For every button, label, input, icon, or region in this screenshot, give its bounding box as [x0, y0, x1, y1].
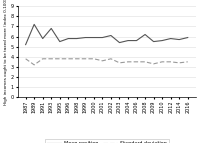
- Mean position: [101, 37, 104, 38]
- Mean position: [161, 40, 163, 41]
- Standard deviation: [169, 61, 172, 63]
- Standard deviation: [76, 58, 78, 60]
- Line: Mean position: Mean position: [26, 24, 188, 45]
- Standard deviation: [67, 58, 69, 60]
- Mean position: [110, 35, 112, 36]
- Standard deviation: [135, 61, 138, 63]
- Standard deviation: [93, 58, 95, 60]
- Standard deviation: [161, 61, 163, 63]
- Mean position: [135, 40, 138, 41]
- Standard deviation: [24, 58, 27, 60]
- Mean position: [42, 38, 44, 39]
- Mean position: [187, 37, 189, 38]
- Standard deviation: [110, 58, 112, 60]
- Mean position: [24, 44, 27, 45]
- Mean position: [152, 41, 155, 42]
- Mean position: [67, 38, 69, 39]
- Mean position: [59, 41, 61, 42]
- Y-axis label: High incomes ought to be taxed more (index 0-100): High incomes ought to be taxed more (ind…: [4, 0, 8, 105]
- Mean position: [118, 42, 121, 43]
- Line: Standard deviation: Standard deviation: [26, 59, 188, 65]
- Standard deviation: [84, 58, 87, 60]
- Standard deviation: [152, 63, 155, 65]
- Standard deviation: [42, 58, 44, 60]
- Mean position: [144, 34, 146, 35]
- Mean position: [169, 38, 172, 39]
- Mean position: [76, 38, 78, 39]
- Mean position: [127, 40, 129, 41]
- Standard deviation: [101, 60, 104, 62]
- Mean position: [50, 28, 52, 29]
- Standard deviation: [144, 61, 146, 63]
- Mean position: [178, 39, 180, 40]
- Mean position: [84, 37, 87, 38]
- Standard deviation: [178, 62, 180, 64]
- Standard deviation: [127, 61, 129, 63]
- Standard deviation: [50, 58, 52, 60]
- Standard deviation: [118, 62, 121, 64]
- Mean position: [33, 23, 35, 25]
- Standard deviation: [187, 61, 189, 63]
- Mean position: [93, 37, 95, 38]
- Standard deviation: [33, 64, 35, 66]
- Legend: Mean position, Standard deviation: Mean position, Standard deviation: [45, 139, 169, 143]
- Standard deviation: [59, 58, 61, 60]
